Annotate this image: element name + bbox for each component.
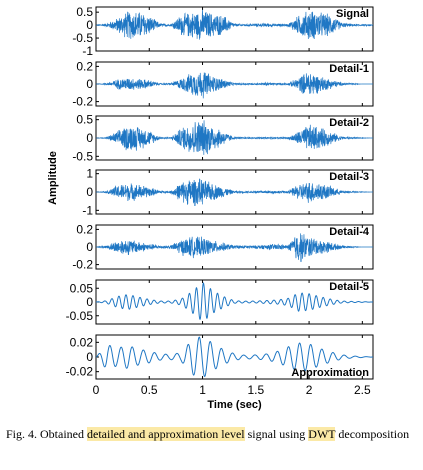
panel-6-waveform bbox=[95, 336, 374, 378]
panel-0-ytick-label: -0.5 bbox=[72, 31, 93, 45]
xtick-label: 2.5 bbox=[354, 383, 371, 397]
panel-2-ytick-label: 0 bbox=[86, 131, 93, 145]
panel-6-label: Approximation bbox=[291, 367, 369, 379]
panel-6-ytick-label: 0 bbox=[86, 350, 93, 364]
x-axis-label: Time (sec) bbox=[207, 399, 262, 411]
caption-highlight-detail: detailed and approximation level bbox=[87, 427, 245, 441]
panel-4-ytick-label: -0.2 bbox=[72, 258, 93, 272]
panel-5-ytick-label: 0 bbox=[86, 295, 93, 309]
panel-4-ytick-label: 0.2 bbox=[76, 222, 93, 236]
panel-0-waveform bbox=[95, 9, 374, 40]
panel-0-ytick-label: 0.5 bbox=[76, 5, 93, 19]
panel-5-ytick-label: -0.05 bbox=[66, 309, 94, 323]
panel-3-ytick-label: 0 bbox=[86, 185, 93, 199]
xtick-label: 0 bbox=[93, 383, 100, 397]
panel-2-ytick-label: -0.5 bbox=[72, 149, 93, 163]
panel-6-ytick-label: -0.02 bbox=[66, 365, 94, 379]
caption-suffix: decomposition bbox=[335, 427, 410, 441]
panel-1-waveform bbox=[96, 72, 373, 99]
panel-5-waveform bbox=[96, 282, 374, 320]
panel-0-ytick-label: 0 bbox=[86, 18, 93, 32]
panel-0-label: Signal bbox=[336, 8, 369, 20]
panel-1-ytick-label: 0.2 bbox=[76, 59, 93, 73]
panel-6-ytick-label: 0.02 bbox=[70, 335, 94, 349]
panel-2-waveform bbox=[95, 120, 373, 155]
panel-2-label: Detail-2 bbox=[329, 117, 369, 129]
panel-1-label: Detail-1 bbox=[329, 63, 369, 75]
dwt-figure: 0.50-0.5-1Signal0.20-0.2Detail-10.50-0.5… bbox=[47, 5, 374, 411]
xtick-label: 1 bbox=[199, 383, 206, 397]
panel-6-frame bbox=[95, 334, 374, 380]
panel-5-label: Detail-5 bbox=[329, 281, 369, 293]
y-axis-label: Amplitude bbox=[47, 151, 59, 205]
panel-0-ytick-label: -1 bbox=[82, 44, 93, 58]
panel-3-ytick-label: -1 bbox=[82, 203, 93, 217]
caption-highlight-dwt: DWT bbox=[308, 427, 336, 441]
xtick-label: 0.5 bbox=[141, 383, 158, 397]
panel-1-ytick-label: -0.2 bbox=[72, 95, 93, 109]
panel-5-ytick-label: 0.05 bbox=[70, 281, 94, 295]
caption-middle: signal using bbox=[244, 427, 309, 441]
panel-3-label: Detail-3 bbox=[329, 171, 369, 183]
panel-2-ytick-label: 0.5 bbox=[76, 113, 93, 127]
xtick-label: 2 bbox=[306, 383, 313, 397]
xtick-label: 1.5 bbox=[247, 383, 264, 397]
figure-caption: Fig. 4. Obtained detailed and approximat… bbox=[6, 427, 418, 441]
panel-4-waveform bbox=[96, 233, 373, 262]
panel-4-label: Detail-4 bbox=[329, 226, 370, 238]
panel-4-ytick-label: 0 bbox=[86, 240, 93, 254]
caption-prefix: Fig. 4. Obtained bbox=[6, 427, 87, 441]
panel-1-ytick-label: 0 bbox=[86, 77, 93, 91]
panel-3-ytick-label: 1 bbox=[86, 167, 93, 181]
panel-3-waveform bbox=[96, 178, 373, 206]
